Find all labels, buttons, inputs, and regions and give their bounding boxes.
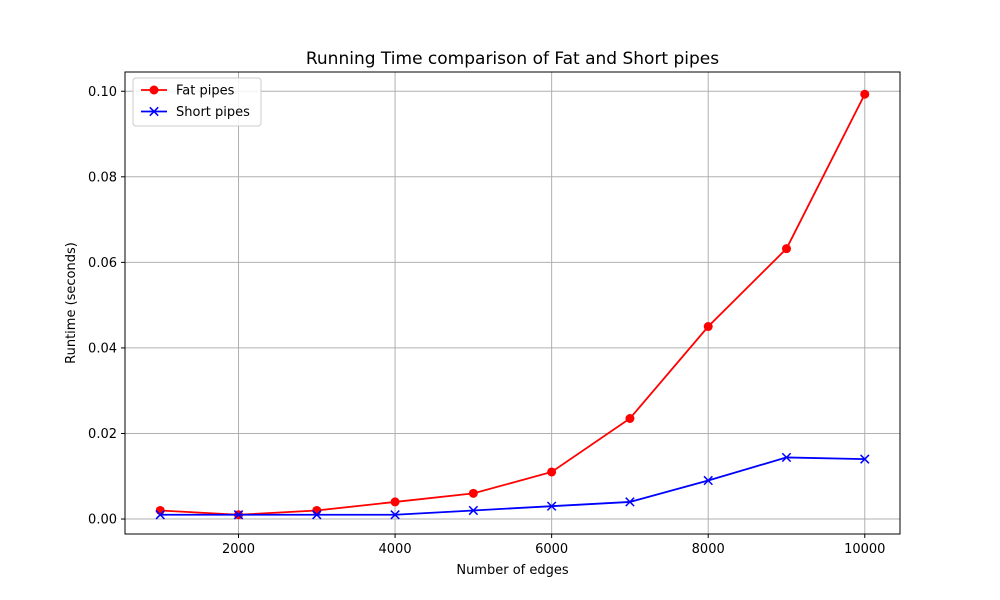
data-point — [149, 106, 159, 117]
marker-stroke — [155, 510, 165, 520]
marker-stroke — [233, 510, 244, 520]
data-point — [547, 467, 557, 477]
data-point — [390, 497, 400, 507]
data-point — [860, 454, 870, 464]
data-point — [703, 322, 713, 332]
marker-stroke — [860, 454, 870, 464]
legend-item: Fat pipes — [141, 84, 235, 99]
series-1 — [155, 452, 870, 520]
chart-title: Running Time comparison of Fat and Short… — [306, 49, 719, 69]
series-line — [160, 456, 865, 516]
data-point — [468, 488, 478, 498]
plot-area-frame — [124, 71, 901, 535]
legend-item: Short pipes — [141, 105, 250, 120]
marker-stroke — [703, 475, 713, 486]
data-point — [781, 244, 791, 254]
y-tick-label: 0.04 — [88, 341, 117, 356]
series-0 — [155, 89, 870, 520]
marker-stroke — [546, 501, 557, 511]
x-tick-label: 4000 — [379, 542, 412, 557]
data-point — [312, 505, 322, 515]
data-point — [781, 452, 792, 463]
y-tick-label: 0.06 — [88, 256, 117, 271]
axis-ticks: 2000 4000 6000 8000 10000 0.00 0.02 0.04 0.06 0.0… — [88, 85, 885, 557]
y-tick-label: 0.02 — [88, 427, 117, 442]
marker-stroke — [468, 505, 479, 516]
marker-stroke — [149, 106, 159, 117]
series-layer — [155, 89, 870, 520]
x-tick-label: 10000 — [844, 542, 885, 557]
marker-stroke — [390, 510, 400, 520]
data-point — [468, 505, 479, 516]
grid-lines — [125, 72, 900, 534]
data-point — [390, 510, 400, 520]
y-axis-label: Runtime (seconds) — [64, 242, 79, 364]
legend-label: Fat pipes — [176, 84, 235, 99]
x-tick-label: 2000 — [222, 542, 255, 557]
y-tick-label: 0.10 — [88, 85, 117, 100]
data-point — [312, 510, 322, 520]
x-tick-label: 6000 — [535, 542, 568, 557]
marker-stroke — [781, 452, 792, 463]
data-point — [155, 510, 165, 520]
data-point — [233, 510, 244, 520]
marker-stroke — [625, 497, 635, 507]
series-line — [160, 93, 866, 516]
y-tick-label: 0.08 — [88, 170, 117, 185]
x-axis-label: Number of edges — [456, 563, 569, 578]
x-tick-label: 8000 — [692, 542, 725, 557]
legend: Fat pipes Short pipes — [132, 77, 262, 127]
data-point — [149, 85, 159, 95]
y-tick-label: 0.00 — [88, 513, 117, 528]
marker-stroke — [312, 510, 322, 520]
data-point — [155, 505, 165, 515]
data-point — [625, 414, 635, 423]
data-point — [625, 497, 635, 507]
legend-label: Short pipes — [176, 105, 250, 120]
data-point — [703, 475, 713, 486]
data-point — [860, 89, 870, 99]
data-point — [546, 501, 557, 511]
